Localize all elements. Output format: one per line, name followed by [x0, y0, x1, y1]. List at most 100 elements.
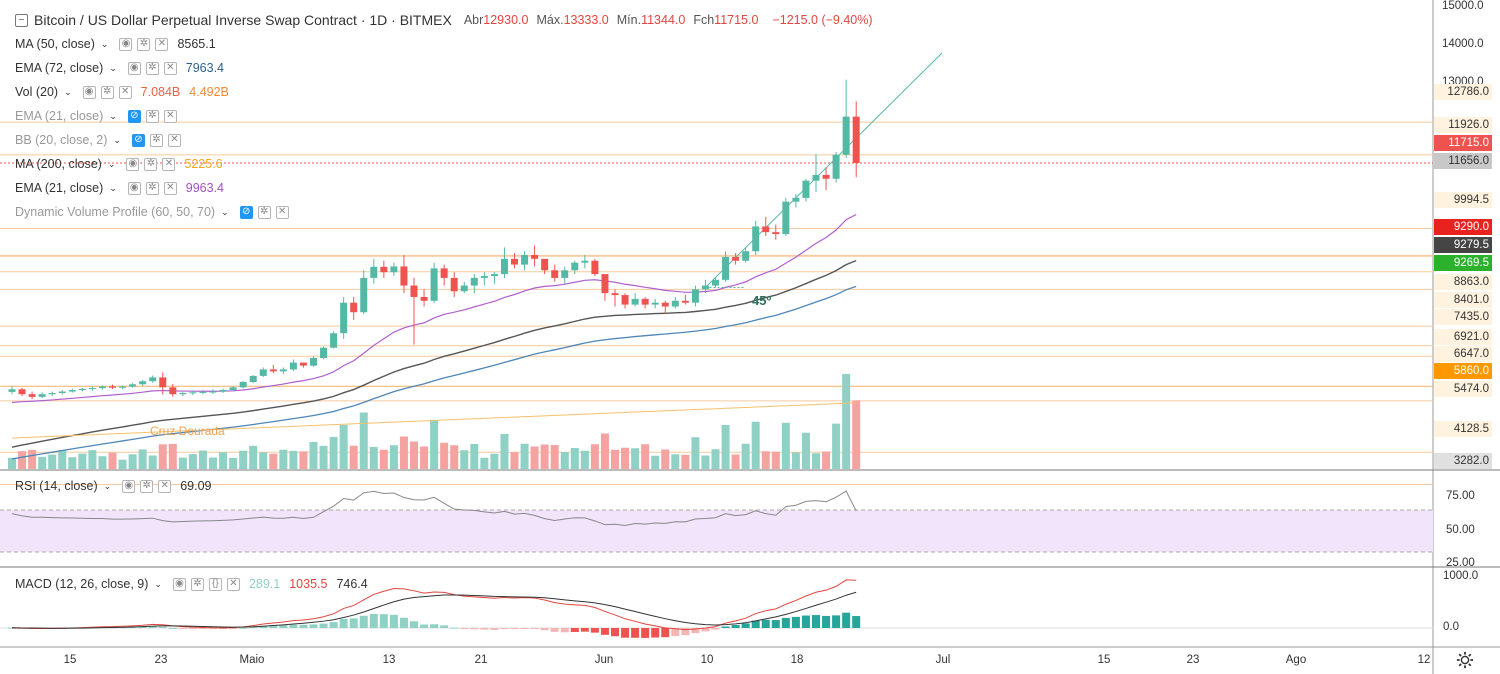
rsi-legend[interactable]: RSI (14, close) ⌄ ◉ ✲ ✕ 69.09 [15, 479, 212, 493]
chevron-down-icon[interactable]: ⌄ [109, 110, 117, 121]
ema72-line [11, 285, 857, 460]
macd-histogram-bar [651, 628, 660, 638]
indicator-row[interactable]: Dynamic Volume Profile (60, 50, 70) ⌄ ⊘ ✲ ✕ [15, 205, 289, 219]
code-icon[interactable]: {} [208, 577, 222, 591]
candle-body [762, 226, 770, 233]
gear-icon[interactable]: ✲ [137, 37, 151, 51]
candle-body [621, 295, 629, 305]
hidden-icon[interactable]: ⊘ [127, 109, 141, 123]
collapse-icon[interactable]: − [15, 13, 28, 27]
macd-histogram-bar [852, 616, 861, 628]
macd-histogram-bar [832, 615, 841, 628]
candle-body [48, 393, 56, 395]
close-icon[interactable]: ✕ [226, 577, 240, 591]
candle-body [490, 274, 498, 277]
macd-histogram-bar [721, 626, 730, 628]
volume-bar [98, 456, 107, 469]
gear-icon[interactable]: ✲ [140, 479, 154, 493]
macd-histogram-bar [480, 628, 489, 630]
candle-body [400, 266, 408, 286]
candle-body [18, 389, 26, 395]
volume-bar [832, 423, 841, 469]
candle-body [752, 226, 760, 252]
volume-bar [198, 450, 207, 469]
chevron-down-icon[interactable]: ⌄ [100, 38, 109, 49]
volume-bar [771, 451, 780, 469]
macd-histogram-bar [369, 613, 378, 628]
indicator-row[interactable]: EMA (72, close) ⌄ ◉ ✲ ✕ 7963.4 [15, 61, 224, 75]
candle-body [259, 369, 267, 376]
volume-bar [570, 448, 579, 469]
macd-histogram-bar [229, 628, 238, 629]
candle-body [219, 390, 227, 392]
close-icon[interactable]: ✕ [118, 85, 132, 99]
visibility-icon[interactable]: ◉ [122, 479, 136, 493]
chevron-down-icon[interactable]: ⌄ [109, 62, 117, 73]
visibility-icon[interactable]: ◉ [126, 157, 140, 171]
gear-icon[interactable]: ✲ [145, 181, 159, 195]
indicator-row[interactable]: MA (50, close) ⌄ ◉ ✲ ✕ 8565.1 [15, 37, 216, 51]
indicator-row[interactable]: EMA (21, close) ⌄ ⊘ ✲ ✕ [15, 109, 177, 123]
gear-icon[interactable]: ✲ [149, 133, 163, 147]
close-icon[interactable]: ✕ [163, 181, 177, 195]
visibility-icon[interactable]: ◉ [127, 181, 141, 195]
volume-bar [118, 459, 127, 469]
close-icon[interactable]: ✕ [163, 109, 177, 123]
visibility-icon[interactable]: ◉ [82, 85, 96, 99]
visibility-icon[interactable]: ◉ [127, 61, 141, 75]
volume-bar [369, 446, 378, 469]
indicator-row[interactable]: MA (200, close) ⌄ ◉ ✲ ✕ 5225.6 [15, 157, 223, 171]
indicator-row[interactable]: BB (20, close, 2) ⌄ ⊘ ✲ ✕ [15, 133, 181, 147]
chevron-down-icon[interactable]: ⌄ [64, 86, 72, 97]
close-icon[interactable]: ✕ [158, 479, 172, 493]
volume-bar [410, 441, 418, 469]
gear-icon[interactable]: ✲ [190, 577, 204, 591]
close-icon[interactable]: ✕ [162, 157, 176, 171]
candle-body [671, 300, 679, 307]
chevron-down-icon[interactable]: ⌄ [107, 158, 116, 169]
gear-icon[interactable]: ✲ [100, 85, 114, 99]
rsi-value: 69.09 [180, 479, 212, 493]
candle-body [38, 394, 46, 397]
gear-icon[interactable] [1456, 651, 1474, 669]
gear-icon[interactable]: ✲ [257, 205, 271, 219]
volume-bar [731, 454, 740, 469]
indicator-row[interactable]: EMA (21, close) ⌄ ◉ ✲ ✕ 9963.4 [15, 181, 224, 195]
macd-histogram-bar [430, 624, 439, 628]
hidden-icon[interactable]: ⊘ [239, 205, 253, 219]
volume-bar [661, 449, 670, 469]
volume-bar [58, 450, 67, 469]
candle-body [571, 262, 579, 271]
chart-header: − Bitcoin / US Dollar Perpetual Inverse … [15, 12, 873, 28]
volume-bar [671, 454, 680, 469]
rsi-name: RSI (14, close) [15, 479, 98, 493]
candle-body [661, 302, 669, 307]
close-icon[interactable]: ✕ [167, 133, 181, 147]
volume-bar [621, 447, 630, 469]
ohlc-item: Abr12930.0 [464, 13, 529, 27]
macd-histogram-bar [138, 626, 147, 628]
indicator-name: MA (200, close) [15, 157, 102, 171]
signal-line [11, 591, 857, 629]
chevron-down-icon[interactable]: ⌄ [221, 206, 229, 217]
visibility-icon[interactable]: ◉ [119, 37, 133, 51]
gear-icon[interactable]: ✲ [145, 61, 159, 75]
chevron-down-icon[interactable]: ⌄ [113, 134, 121, 145]
candle-body [360, 277, 368, 313]
volume-bar [319, 445, 328, 469]
gear-icon[interactable]: ✲ [144, 157, 158, 171]
macd-legend[interactable]: MACD (12, 26, close, 9) ⌄ ◉ ✲ {} ✕ 289.1 … [15, 577, 368, 591]
gear-icon[interactable]: ✲ [145, 109, 159, 123]
hidden-icon[interactable]: ⊘ [131, 133, 145, 147]
close-icon[interactable]: ✕ [275, 205, 289, 219]
close-icon[interactable]: ✕ [155, 37, 169, 51]
indicator-row[interactable]: Vol (20) ⌄ ◉ ✲ ✕ 7.084B 4.492B [15, 85, 229, 99]
volume-bar [269, 453, 278, 469]
chevron-down-icon[interactable]: ⌄ [109, 182, 117, 193]
close-icon[interactable]: ✕ [163, 61, 177, 75]
volume-bar [259, 452, 268, 469]
macd-histogram-bar [711, 628, 720, 630]
volume-bar [540, 444, 549, 469]
visibility-icon[interactable]: ◉ [172, 577, 186, 591]
